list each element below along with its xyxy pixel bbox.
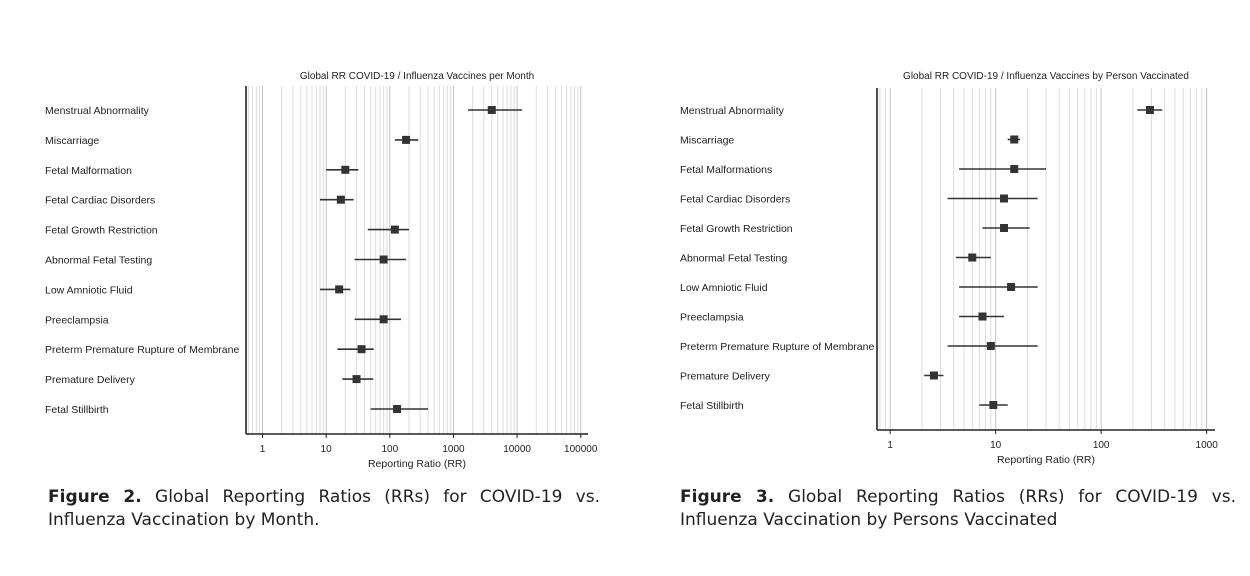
- forest-plot-chart-1: Global RR COVID-19 / Influenza Vaccines …: [45, 71, 598, 470]
- point-estimate: [929, 371, 938, 380]
- point-estimate: [1000, 224, 1009, 232]
- category-label: Menstrual Abnormality: [680, 105, 785, 117]
- category-label: Preeclampsia: [45, 314, 109, 326]
- figure-2-caption: Figure 2. Global Reporting Ratios (RRs) …: [48, 486, 600, 532]
- x-tick-label: 1: [260, 444, 266, 455]
- x-tick-label: 10: [321, 444, 333, 455]
- x-axis-title: Reporting Ratio (RR): [997, 454, 1095, 466]
- point-estimate: [487, 106, 496, 114]
- category-label: Fetal Stillbirth: [680, 400, 744, 412]
- point-estimate: [1000, 194, 1009, 203]
- x-tick-label: 1000: [442, 444, 465, 455]
- category-label: Fetal Malformation: [45, 165, 132, 177]
- category-label: Preterm Premature Rupture of Membrane: [680, 341, 874, 353]
- category-label: Fetal Cardiac Disorders: [45, 195, 155, 207]
- figure-3-caption: Figure 3. Global Reporting Ratios (RRs) …: [680, 486, 1236, 532]
- chart-title: Global RR COVID-19 / Influenza Vaccines …: [903, 71, 1189, 82]
- figure-2: Global RR COVID-19 / Influenza Vaccines …: [0, 0, 620, 576]
- category-label: Fetal Cardiac Disorders: [680, 194, 790, 206]
- x-tick-label: 1000: [1196, 440, 1219, 451]
- x-tick-label: 100: [1093, 440, 1110, 451]
- category-label: Preeclampsia: [680, 312, 744, 324]
- point-estimate: [352, 375, 361, 384]
- point-estimate: [335, 285, 344, 294]
- point-estimate: [341, 165, 350, 174]
- category-label: Abnormal Fetal Testing: [45, 255, 152, 267]
- category-label: Fetal Growth Restriction: [45, 225, 158, 237]
- point-estimate: [1007, 283, 1016, 291]
- point-estimate: [393, 405, 402, 413]
- category-label: Menstrual Abnormality: [45, 105, 150, 117]
- category-label: Premature Delivery: [45, 374, 136, 386]
- x-tick-label: 10: [990, 440, 1002, 451]
- point-estimate: [336, 195, 345, 204]
- point-estimate: [357, 345, 366, 354]
- point-estimate: [1010, 135, 1019, 144]
- category-label: Abnormal Fetal Testing: [680, 253, 787, 265]
- point-estimate: [989, 401, 998, 409]
- x-axis-title: Reporting Ratio (RR): [368, 458, 466, 470]
- forest-plot-chart-2: Global RR COVID-19 / Influenza Vaccines …: [680, 71, 1219, 466]
- category-label: Low Amniotic Fluid: [45, 284, 133, 296]
- point-estimate: [986, 342, 995, 350]
- category-label: Fetal Malformations: [680, 164, 772, 176]
- x-tick-label: 100000: [564, 444, 598, 455]
- point-estimate: [1010, 165, 1019, 173]
- point-estimate: [379, 255, 388, 264]
- figure-3-caption-label: Figure 3.: [680, 487, 775, 507]
- category-label: Miscarriage: [45, 135, 99, 147]
- point-estimate: [968, 253, 977, 262]
- x-tick-label: 100: [381, 444, 398, 455]
- x-tick-label: 1: [887, 440, 893, 451]
- category-label: Premature Delivery: [680, 371, 771, 383]
- category-label: Low Amniotic Fluid: [680, 282, 768, 294]
- category-label: Fetal Growth Restriction: [680, 223, 793, 235]
- figure-3-caption-text: Global Reporting Ratios (RRs) for COVID-…: [680, 487, 1236, 530]
- point-estimate: [402, 135, 411, 144]
- point-estimate: [1145, 106, 1154, 114]
- point-estimate: [379, 315, 388, 324]
- point-estimate: [978, 312, 987, 321]
- category-label: Fetal Stillbirth: [45, 404, 109, 416]
- chart-title: Global RR COVID-19 / Influenza Vaccines …: [300, 71, 534, 82]
- category-label: Miscarriage: [680, 135, 734, 147]
- figure-3: Global RR COVID-19 / Influenza Vaccines …: [630, 0, 1250, 576]
- figure-2-caption-text: Global Reporting Ratios (RRs) for COVID-…: [48, 487, 600, 530]
- point-estimate: [390, 225, 399, 234]
- x-tick-label: 10000: [503, 444, 531, 455]
- category-label: Preterm Premature Rupture of Membrane: [45, 344, 239, 356]
- figure-2-caption-label: Figure 2.: [48, 487, 142, 507]
